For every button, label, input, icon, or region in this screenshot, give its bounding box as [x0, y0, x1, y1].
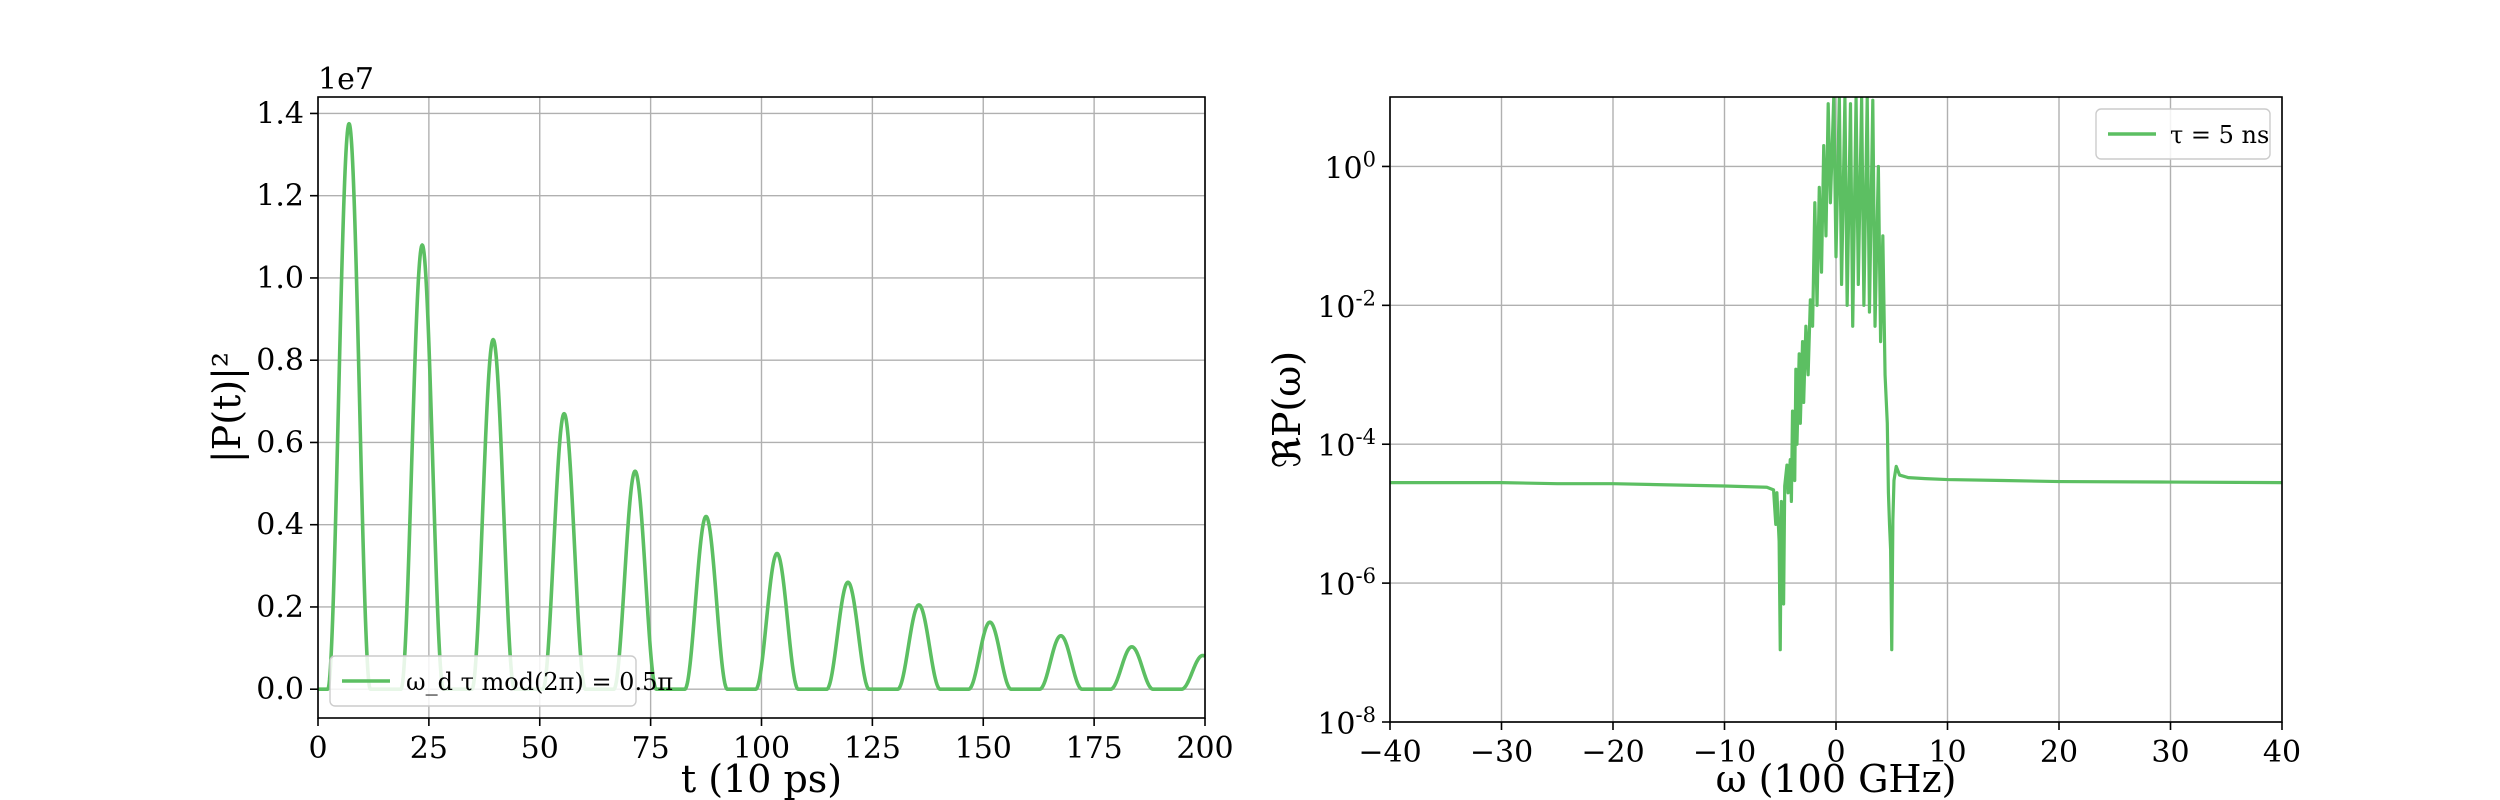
- left-legend-label: ω_d τ mod(2π) = 0.5π: [406, 668, 673, 696]
- right-legend-box: [2095, 108, 2271, 160]
- right-panel-frequency-domain: −40 −30 −20 −10 0 10 20 30 40 10-8 10-6 10-4 10-2 100…: [1265, 96, 2301, 800]
- right-x-tick-label: 0: [1826, 735, 1845, 770]
- right-x-axis-label: ω (100 GHz): [1716, 757, 1957, 800]
- left-y-tick-label: 0.6: [256, 425, 304, 460]
- left-y-exponent-label: 1e7: [318, 62, 374, 97]
- right-series-line: [1390, 97, 2282, 652]
- right-x-tick-label: −10: [1693, 735, 1756, 770]
- left-y-tick-label: 0.4: [256, 508, 304, 543]
- left-x-tick-label: 75: [632, 731, 670, 766]
- left-legend-box: [329, 655, 637, 707]
- right-y-tick-label: 10-2: [1317, 286, 1376, 325]
- right-x-tick-label: −40: [1358, 735, 1421, 770]
- left-y-tick-label: 0.2: [256, 590, 304, 625]
- right-y-tick-label: 10-4: [1317, 425, 1376, 464]
- left-x-tick-label: 175: [1065, 731, 1122, 766]
- right-x-tick-label: 30: [2151, 735, 2189, 770]
- right-x-tick-label: 10: [1928, 735, 1966, 770]
- right-legend-label: τ = 5 ns: [2170, 121, 2269, 149]
- left-y-tick-label: 1.2: [256, 179, 304, 214]
- left-x-tick-label: 150: [955, 731, 1012, 766]
- left-ticks: 0 25 50 75 100 125 150 175 200 0.0 0.2 0.4 0.6 0.8 1.0…: [256, 96, 1233, 766]
- left-x-tick-label: 100: [733, 731, 790, 766]
- left-y-tick-label: 1.0: [256, 261, 304, 296]
- left-y-axis-label: |P(t)|²: [205, 352, 249, 463]
- right-x-tick-label: −20: [1581, 735, 1644, 770]
- left-grid: [317, 97, 1206, 718]
- left-x-tick-label: 0: [308, 731, 327, 766]
- right-y-axis-label: ℜP(ω): [1265, 351, 1309, 468]
- right-y-tick-label: 100: [1324, 147, 1376, 186]
- right-x-tick-label: 20: [2040, 735, 2078, 770]
- left-y-tick-label: 1.4: [256, 96, 304, 131]
- left-y-tick-label: 0.8: [256, 343, 304, 378]
- left-x-tick-label: 50: [521, 731, 559, 766]
- right-ticks: −40 −30 −20 −10 0 10 20 30 40 10-8 10-6 10-4 10-2 100: [1317, 147, 2301, 770]
- left-x-tick-label: 125: [844, 731, 901, 766]
- left-x-tick-label: 200: [1176, 731, 1233, 766]
- left-panel-time-domain: 0 25 50 75 100 125 150 175 200 0.0 0.2 0.4 0.6 0.8 1.0…: [205, 62, 1234, 800]
- left-x-axis-label: t (10 ps): [681, 757, 842, 800]
- right-y-tick-label: 10-6: [1317, 564, 1376, 603]
- left-x-tick-label: 25: [410, 731, 448, 766]
- right-x-tick-label: 40: [2263, 735, 2301, 770]
- right-x-tick-label: −30: [1470, 735, 1533, 770]
- right-legend: τ = 5 ns: [2095, 108, 2271, 160]
- left-y-tick-label: 0.0: [256, 672, 304, 707]
- right-y-tick-label: 10-8: [1317, 703, 1376, 742]
- left-legend: ω_d τ mod(2π) = 0.5π: [329, 655, 673, 707]
